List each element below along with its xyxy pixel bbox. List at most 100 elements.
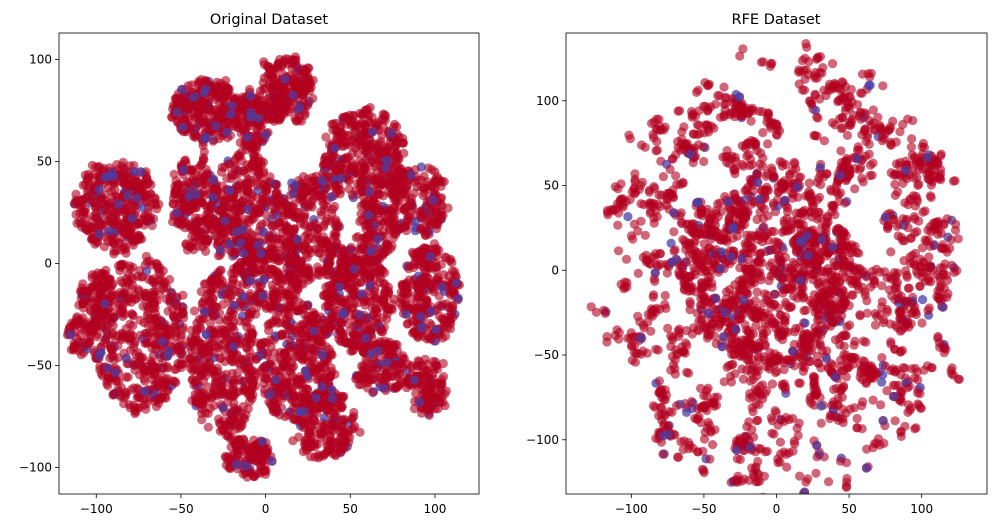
scatter-point	[123, 291, 133, 301]
scatter-point	[174, 199, 184, 209]
scatter-point	[160, 277, 170, 287]
scatter-point	[213, 110, 223, 120]
scatter-point	[118, 311, 128, 321]
scatter-point	[319, 189, 329, 199]
scatter-point	[197, 415, 207, 425]
scatter-point	[231, 248, 241, 258]
scatter-point	[334, 222, 345, 232]
scatter-point	[178, 217, 189, 227]
scatter-point	[81, 193, 92, 203]
scatter-point	[140, 338, 150, 348]
scatter-point	[437, 201, 447, 211]
scatter-point	[307, 202, 317, 212]
scatter-point	[162, 330, 172, 340]
scatter-point	[365, 158, 375, 168]
scatter-point	[186, 203, 196, 213]
scatter-point	[304, 245, 315, 255]
scatter-point	[118, 157, 128, 167]
scatter-point	[235, 138, 245, 148]
scatter-point	[177, 359, 187, 369]
scatter-point	[150, 286, 160, 296]
scatter-point	[331, 118, 341, 128]
scatter-point	[416, 182, 426, 192]
scatter-point	[163, 363, 173, 373]
scatter-point	[203, 422, 213, 432]
scatter-point	[153, 263, 163, 274]
scatter-point	[87, 160, 97, 170]
scatter-point	[331, 215, 341, 225]
scatter-point	[201, 239, 211, 249]
scatter-point	[299, 68, 309, 78]
scatter-point	[135, 185, 145, 195]
scatter-point	[150, 303, 160, 313]
scatter-points	[62, 52, 464, 482]
scatter-point	[171, 378, 181, 388]
scatter-point	[416, 224, 426, 234]
scatter-point	[151, 365, 161, 375]
scatter-point	[415, 207, 425, 217]
scatter-point	[189, 380, 199, 390]
scatter-point	[80, 207, 90, 217]
scatter-point	[295, 111, 305, 121]
scatter-point	[180, 180, 190, 190]
scatter-point	[261, 182, 271, 192]
scatter-point	[88, 223, 98, 233]
scatter-point	[264, 233, 274, 243]
scatter-point	[192, 224, 202, 234]
scatter-point	[160, 392, 170, 402]
scatter-point	[357, 171, 367, 181]
scatter-point	[221, 76, 231, 86]
scatter-point	[128, 262, 138, 272]
scatter-point	[330, 201, 340, 212]
scatter-point	[202, 168, 212, 178]
scatter-point	[99, 338, 109, 348]
scatter-point	[120, 203, 131, 213]
scatter-point	[201, 371, 211, 381]
scatter-point	[127, 310, 137, 320]
scatter-point	[157, 382, 167, 392]
scatter-point	[206, 318, 216, 328]
scatter-point	[207, 218, 218, 228]
scatter-point	[205, 340, 215, 350]
scatter-point	[208, 136, 218, 146]
scatter-point	[277, 102, 287, 112]
scatter-point	[376, 139, 386, 149]
scatter-point	[99, 242, 110, 252]
scatter-point	[344, 176, 354, 186]
scatter-point	[109, 179, 119, 189]
scatter-point	[353, 232, 363, 242]
scatter-point	[107, 346, 117, 356]
scatter-point	[135, 330, 145, 340]
scatter-point	[243, 141, 253, 151]
scatter-point	[303, 269, 313, 279]
scatter-point	[252, 125, 262, 135]
scatter-point	[180, 100, 190, 110]
scatter-point	[109, 249, 119, 259]
scatter-point	[163, 374, 173, 384]
scatter-point	[271, 180, 281, 190]
scatter-point	[439, 177, 449, 187]
scatter-point	[97, 194, 107, 204]
scatter-point	[244, 346, 255, 356]
scatter-point	[259, 60, 270, 70]
scatter-point	[298, 192, 308, 202]
scatter-point	[400, 221, 410, 231]
scatter-point	[399, 188, 409, 198]
scatter-point	[134, 285, 144, 295]
scatter-point	[131, 350, 141, 360]
scatter-point	[117, 304, 128, 314]
scatter-point	[244, 163, 254, 173]
scatter-point	[431, 207, 441, 217]
scatter-point	[176, 333, 186, 343]
scatter-point	[178, 307, 188, 317]
scatter-point	[249, 151, 259, 161]
scatter-point	[170, 316, 180, 326]
scatter-point	[308, 75, 318, 85]
scatter-point	[318, 168, 328, 179]
scatter-point	[358, 199, 369, 209]
scatter-point	[112, 208, 122, 218]
scatter-point	[276, 234, 286, 245]
scatter-point	[236, 299, 246, 309]
scatter-point	[374, 215, 384, 225]
